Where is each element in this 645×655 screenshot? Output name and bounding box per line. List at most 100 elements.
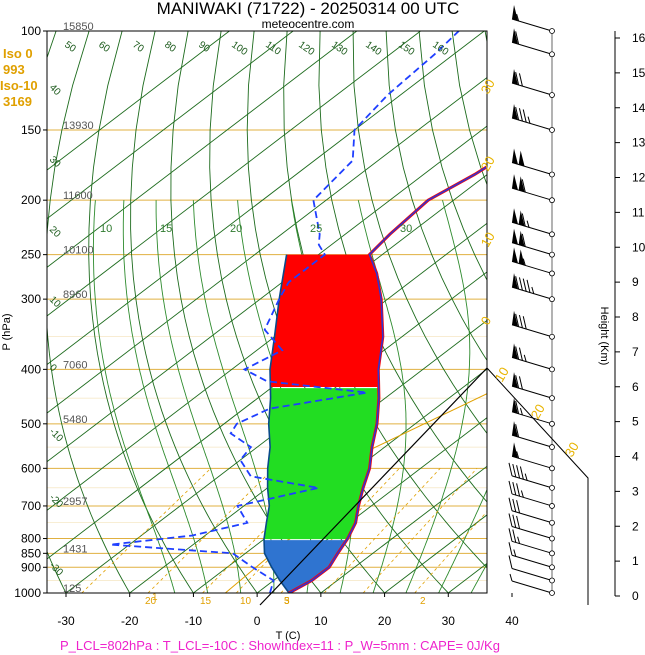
wind-station: [549, 251, 555, 258]
dry-adiabat: [88, 31, 194, 593]
wind-barb-full: [515, 375, 520, 389]
height-tick-label: 16: [632, 31, 645, 45]
wind-barb-full: [512, 482, 517, 496]
hodograph-label: 30: [478, 76, 498, 96]
mixing-ratio-label: 20: [145, 596, 157, 607]
p-tick-label: 600: [21, 461, 41, 475]
wind-barb-full: [516, 515, 521, 530]
dry-adiabat-label: 80: [162, 39, 178, 55]
iso10-label: Iso-10: [0, 78, 38, 93]
dry-adiabat-label: 90: [196, 39, 212, 55]
wind-barb-shaft: [511, 385, 553, 399]
mixing-ratio-label: 5: [284, 596, 290, 607]
dry-adiabat-label-left: -30: [47, 560, 65, 578]
wind-barb-shaft: [511, 221, 553, 235]
wind-barb-full: [526, 279, 531, 293]
dry-adiabat-label: 140: [363, 39, 383, 58]
height-axis-label: Height (Km): [598, 307, 610, 366]
hodograph-axis: [259, 367, 488, 606]
wind-station: [549, 465, 555, 472]
geopotential-label: 5480: [63, 414, 87, 426]
dry-adiabat-label-left: 40: [47, 82, 63, 98]
iso10-value: 3169: [3, 94, 32, 109]
dry-adiabat-label: 150: [396, 39, 416, 58]
wind-barb-full: [515, 424, 520, 438]
wind-barb-half: [531, 286, 535, 295]
height-tick-label: 11: [632, 205, 645, 219]
wind-barb-full: [522, 109, 527, 123]
moist-adiabat: [155, 200, 242, 593]
wind-station: [549, 28, 555, 34]
mixing-ratio-line: [362, 468, 478, 593]
height-tick-label: 12: [632, 171, 645, 185]
wind-barb-flag: [512, 421, 518, 438]
wind-station: [549, 577, 555, 584]
upper-area: [270, 254, 383, 387]
y-axis-label: P (hPa): [1, 313, 13, 350]
wind-barb-full: [508, 497, 513, 511]
wind-barb-full: [518, 73, 523, 87]
wind-station: [549, 197, 555, 204]
wind-barb-flag: [512, 28, 518, 45]
x-tick-label: 30: [442, 614, 456, 628]
wind-barb-shaft: [511, 82, 553, 96]
moist-adiabat: [438, 488, 487, 593]
height-tick-label: 0: [632, 589, 639, 603]
moist-adiabat-label: 15: [160, 223, 172, 235]
wind-barb-shaft: [511, 260, 553, 274]
p-tick-label: 300: [21, 292, 41, 306]
moist-adiabat: [92, 200, 176, 593]
wind-station: [549, 503, 555, 509]
p-tick-label: 100: [21, 24, 41, 38]
wind-barb-full: [508, 462, 513, 476]
wind-barb-shaft: [511, 554, 553, 568]
wind-barb-shaft: [511, 568, 553, 581]
height-tick-label: 5: [632, 415, 639, 429]
wind-barb-full: [508, 528, 513, 542]
wind-barb-full: [518, 314, 523, 329]
wind-barb-full: [508, 555, 513, 569]
grid-labels: 1585013930116001010089607060548029571431…: [47, 21, 451, 607]
wind-barb-half: [509, 573, 513, 582]
isotherm-line: [47, 125, 487, 463]
wind-barb-shaft: [511, 242, 553, 256]
wind-station: [549, 366, 555, 373]
geopotential-label: 2957: [63, 496, 87, 508]
wind-barb-flag: [512, 5, 518, 21]
wind-barb-full: [518, 277, 523, 291]
wind-barb-shaft: [511, 455, 553, 469]
moist-adiabat: [470, 562, 487, 593]
wind-barb-half: [522, 258, 526, 266]
wind-station: [549, 296, 555, 303]
wind-station: [549, 519, 555, 526]
wind-barb-full: [515, 106, 520, 121]
dry-adiabat-label-left: 20: [47, 224, 63, 240]
p-tick-label: 150: [21, 123, 41, 137]
wind-barb-half: [520, 490, 524, 498]
wind-barb-half: [513, 549, 517, 557]
wind-station: [549, 590, 555, 596]
moist-adiabat-label: 30: [400, 223, 412, 235]
wind-barbs: [508, 5, 555, 596]
wind-barb-shaft: [511, 510, 553, 524]
temperature-trace: [288, 165, 487, 593]
dry-adiabat-label-left: 10: [47, 294, 63, 310]
wind-barb-flag: [512, 343, 518, 360]
wind-barb-full: [508, 513, 513, 527]
geopotential-label: 10100: [63, 245, 94, 257]
wind-barb-full: [515, 276, 520, 290]
wind-barb-shaft: [511, 41, 553, 55]
height-tick-label: 9: [632, 275, 639, 289]
p-tick-label: 250: [21, 248, 41, 262]
p-tick-label: 400: [21, 362, 41, 376]
p-tick-label: 700: [21, 499, 41, 513]
wind-barb-half: [519, 407, 523, 416]
wind-barb-flag: [512, 310, 518, 327]
wind-barb-full: [521, 213, 526, 227]
wind-station: [549, 231, 555, 238]
moist-adiabat-label: 25: [310, 223, 322, 235]
wind-station: [549, 270, 555, 277]
isotherm-line: [512, 31, 645, 593]
p-tick-label: 850: [21, 546, 41, 560]
profile-lines: [110, 31, 487, 593]
